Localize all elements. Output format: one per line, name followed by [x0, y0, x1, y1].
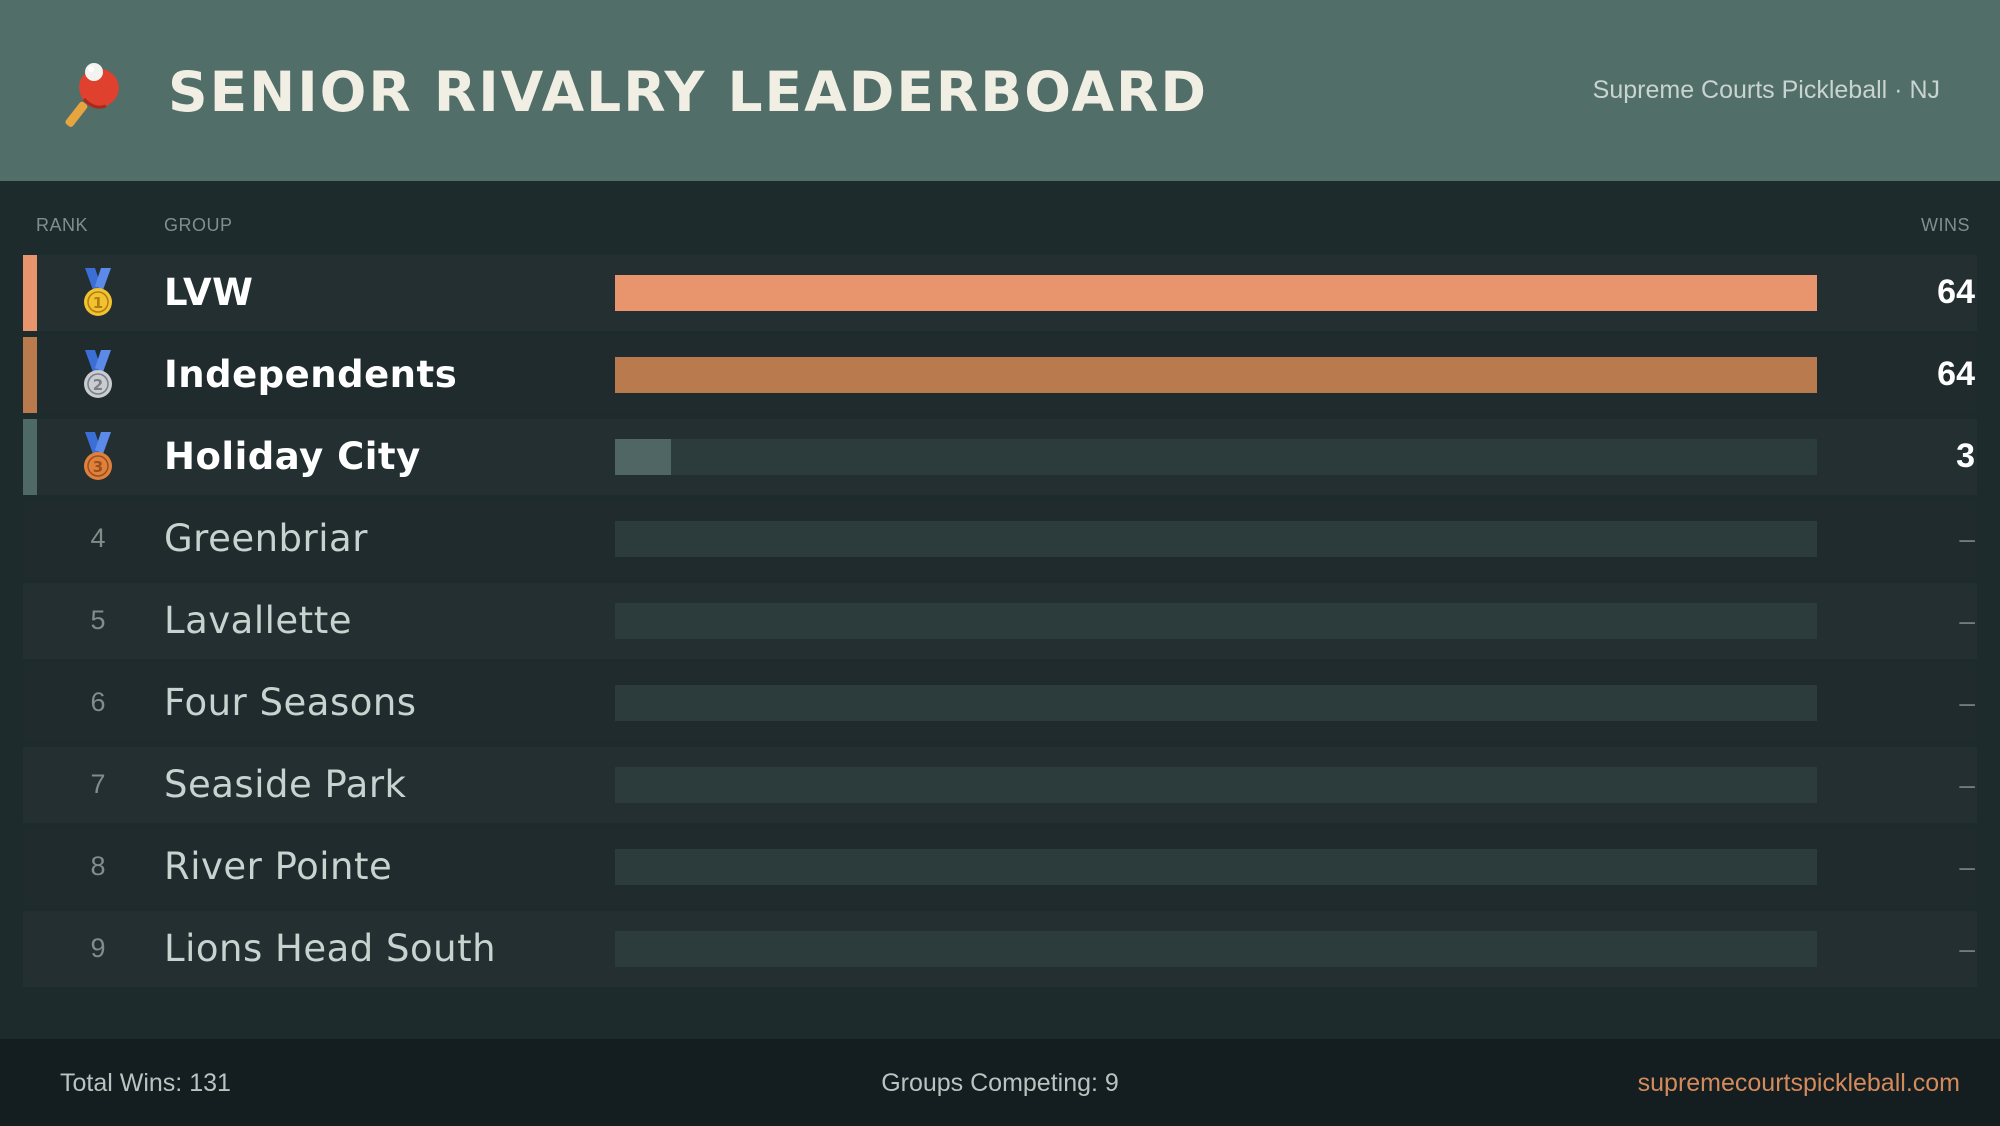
wins-value: – — [1959, 769, 1975, 800]
wins-bar-track — [615, 275, 1817, 311]
rank-number: 9 — [90, 933, 106, 963]
rank-accent-stripe — [23, 337, 37, 413]
rank-number: 6 — [90, 687, 106, 717]
wins-bar-track — [615, 849, 1817, 885]
wins-bar-track — [615, 439, 1817, 475]
wins-value: – — [1959, 933, 1975, 964]
leaderboard-row: 6 Four Seasons – — [23, 665, 1977, 741]
leaderboard-row: 9 Lions Head South – — [23, 911, 1977, 987]
rank-number: 5 — [90, 605, 106, 635]
medal-rank-number: 2 — [93, 376, 103, 394]
rank-number: 7 — [90, 769, 106, 799]
leaderboard-row: 2 Independents 64 — [23, 337, 1977, 413]
wins-value: – — [1959, 687, 1975, 718]
group-name: River Pointe — [164, 845, 393, 888]
wins-column-header: WINS — [1921, 215, 1970, 235]
header: SENIOR RIVALRY LEADERBOARD Supreme Court… — [0, 0, 2000, 181]
bronze-medal-icon: 3 — [84, 432, 112, 480]
wins-value: 3 — [1956, 437, 1975, 475]
wins-bar-track — [615, 357, 1817, 393]
wins-value: 64 — [1937, 273, 1975, 311]
group-name: Lions Head South — [164, 927, 497, 970]
rank-accent-stripe — [23, 419, 37, 495]
group-name: LVW — [164, 271, 254, 314]
leaderboard-row: 5 Lavallette – — [23, 583, 1977, 659]
silver-medal-icon: 2 — [84, 350, 112, 398]
leaderboard-row: 3 Holiday City 3 — [23, 419, 1977, 495]
wins-bar — [615, 357, 1817, 393]
group-name: Four Seasons — [164, 681, 417, 724]
group-name: Holiday City — [164, 435, 421, 478]
website-link[interactable]: supremecourtspickleball.com — [1637, 1069, 1960, 1097]
leaderboard-row: 7 Seaside Park – — [23, 747, 1977, 823]
medal-rank-number: 1 — [93, 294, 103, 312]
leaderboard-row: 4 Greenbriar – — [23, 501, 1977, 577]
groups-competing: Groups Competing: 9 — [881, 1069, 1119, 1097]
total-wins: Total Wins: 131 — [60, 1069, 231, 1097]
wins-value: 64 — [1937, 355, 1975, 393]
wins-bar-track — [615, 931, 1817, 967]
wins-bar — [615, 275, 1817, 311]
wins-bar-track — [615, 685, 1817, 721]
rank-accent-stripe — [23, 255, 37, 331]
page-title: SENIOR RIVALRY LEADERBOARD — [168, 60, 1209, 124]
group-column-header: GROUP — [164, 215, 233, 235]
gold-medal-icon: 1 — [84, 268, 112, 316]
footer: Total Wins: 131 Groups Competing: 9 supr… — [0, 1039, 2000, 1126]
leaderboard-row: 1 LVW 64 — [23, 255, 1977, 331]
group-name: Greenbriar — [164, 517, 368, 560]
group-name: Independents — [164, 353, 458, 396]
paddle-ball-icon — [65, 63, 119, 127]
group-name: Seaside Park — [164, 763, 407, 806]
leaderboard: RANK GROUP WINS 1 LVW 64 2 Independents 64 3 Ho… — [0, 181, 2000, 1039]
group-name: Lavallette — [164, 599, 352, 642]
rank-number: 4 — [90, 523, 106, 553]
wins-bar — [615, 439, 671, 475]
medal-rank-number: 3 — [93, 458, 103, 476]
wins-bar-track — [615, 767, 1817, 803]
wins-value: – — [1959, 851, 1975, 882]
subtitle: Supreme Courts Pickleball · NJ — [1592, 76, 1940, 104]
leaderboard-rows: 1 LVW 64 2 Independents 64 3 Holiday City 3 4 Gree… — [23, 255, 1977, 993]
wins-bar-track — [615, 603, 1817, 639]
rank-column-header: RANK — [36, 215, 89, 235]
wins-value: – — [1959, 605, 1975, 636]
rank-number: 8 — [90, 851, 106, 881]
leaderboard-row: 8 River Pointe – — [23, 829, 1977, 905]
wins-bar-track — [615, 521, 1817, 557]
wins-value: – — [1959, 523, 1975, 554]
